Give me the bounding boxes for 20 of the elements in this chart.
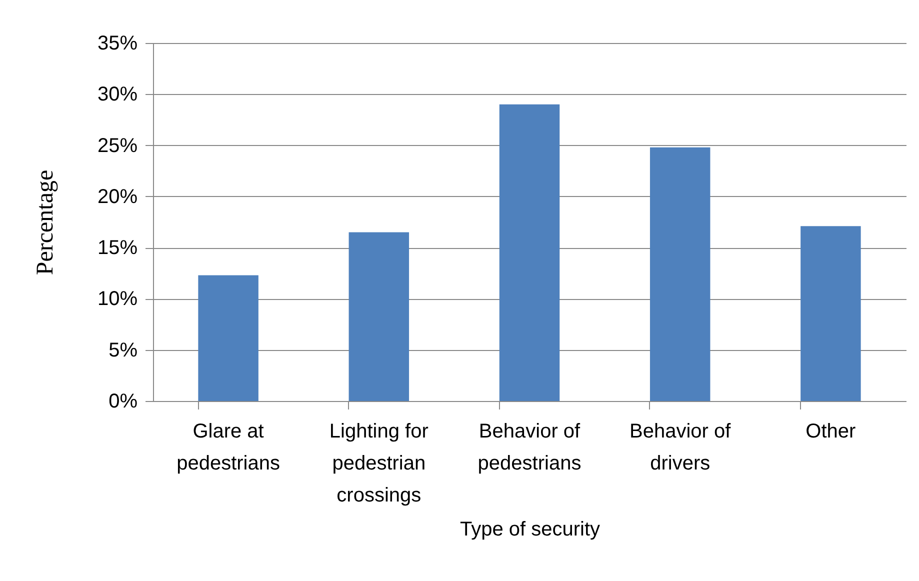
x-tick-label: Glare at pedestrians (176, 420, 280, 474)
y-tick-label: 20% (97, 186, 138, 208)
y-axis-title: Percentage (32, 170, 58, 276)
y-tick-label: 25% (97, 134, 138, 157)
bar (650, 147, 710, 401)
bar (499, 104, 560, 401)
y-tick-label: 10% (97, 288, 138, 310)
x-tick-label: Behavior of drivers (630, 420, 732, 474)
y-tick-label: 35% (97, 32, 138, 54)
x-tick-label: Lighting for pedestrian crossings (329, 420, 429, 506)
y-tick-label: 15% (97, 237, 138, 260)
x-tick-label: Other (806, 420, 856, 442)
bar (198, 275, 258, 401)
x-tick-label: Behavior of pedestrians (478, 420, 582, 474)
bar (800, 226, 861, 401)
y-tick-label: 0% (108, 390, 138, 412)
y-tick-label: 30% (97, 84, 138, 106)
bar (348, 232, 410, 401)
y-tick-label: 5% (108, 339, 138, 362)
x-axis-title: Type of security (460, 518, 600, 540)
